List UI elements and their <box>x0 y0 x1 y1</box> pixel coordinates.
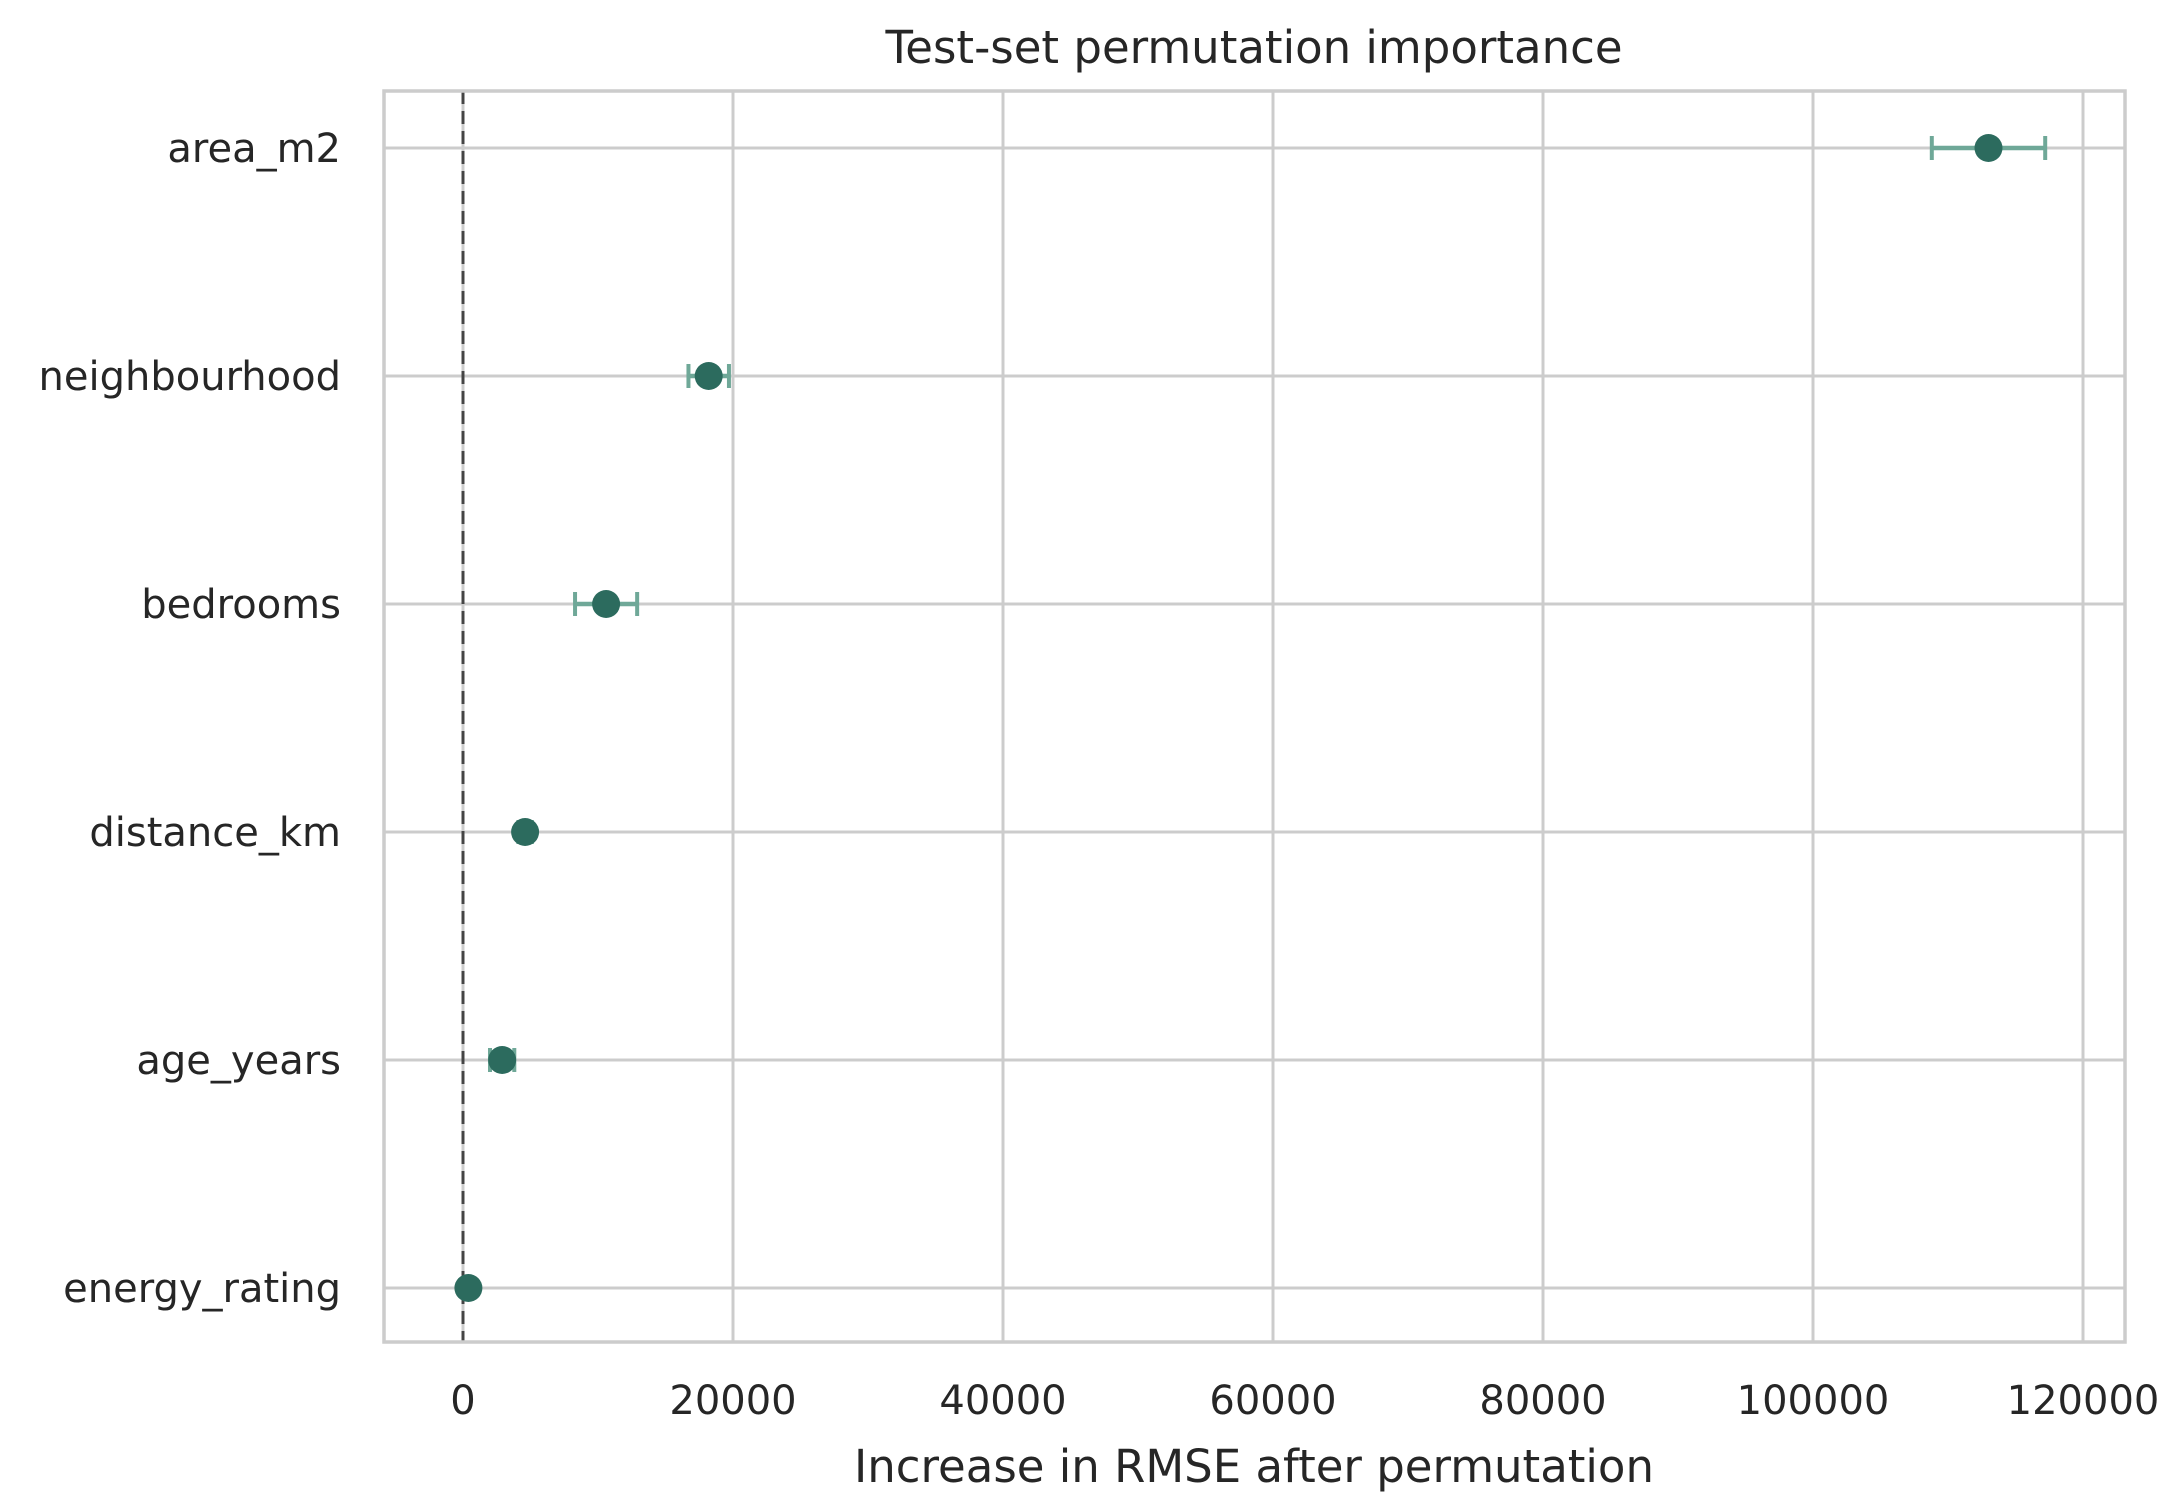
data-point-age-years <box>488 1046 517 1074</box>
point-marker <box>694 362 723 390</box>
point-marker <box>511 818 540 846</box>
plot-frame <box>382 89 2127 1344</box>
data-point-bedrooms <box>573 590 640 618</box>
x-tick-label: 120000 <box>2007 1378 2160 1424</box>
point-marker <box>454 1274 483 1302</box>
x-tick-labels: 0 20000 40000 60000 80000 100000 120000 <box>450 1378 2159 1424</box>
y-tick-label: bedrooms <box>141 582 341 628</box>
x-tick-label: 0 <box>450 1378 475 1424</box>
x-tick-label: 40000 <box>939 1378 1066 1424</box>
x-tick-label: 60000 <box>1209 1378 1336 1424</box>
y-tick-label: neighbourhood <box>39 354 341 400</box>
y-tick-label: area_m2 <box>167 126 341 172</box>
x-tick-label: 80000 <box>1479 1378 1606 1424</box>
y-tick-label: age_years <box>136 1038 341 1084</box>
point-marker <box>488 1046 517 1074</box>
x-axis-title: Increase in RMSE after permutation <box>854 1440 1654 1493</box>
y-tick-label: distance_km <box>89 810 341 856</box>
chart-title: Test-set permutation importance <box>884 21 1622 74</box>
grid-layer <box>384 91 2125 1342</box>
data-point-area-m2 <box>1929 134 2048 162</box>
point-marker <box>1974 134 2003 162</box>
x-tick-label: 100000 <box>1737 1378 1890 1424</box>
point-marker <box>592 590 621 618</box>
data-point-energy-rating <box>454 1274 483 1302</box>
y-tick-label: energy_rating <box>63 1266 341 1312</box>
x-tick-label: 20000 <box>669 1378 796 1424</box>
data-point-distance-km <box>511 818 540 846</box>
y-tick-labels: area_m2 neighbourhood bedrooms distance_kma… <box>39 126 341 1312</box>
data-point-neighbourhood <box>686 362 731 390</box>
marks-layer <box>454 134 2048 1302</box>
